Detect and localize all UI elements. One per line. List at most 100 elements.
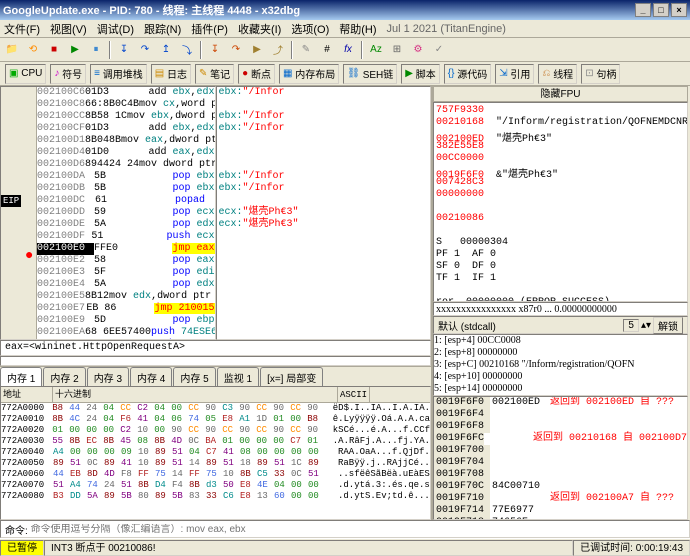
stack-row[interactable]: 0019F700 bbox=[434, 445, 687, 457]
unlock-button[interactable]: 解锁 bbox=[653, 317, 683, 334]
esp-row[interactable]: 4: [esp+10] 00000000 bbox=[434, 371, 687, 383]
menu-options[interactable]: 选项(O) bbox=[291, 21, 329, 37]
stack-row[interactable]: 0019F704 bbox=[434, 457, 687, 469]
comment-icon[interactable]: # bbox=[317, 40, 337, 60]
menu-file[interactable]: 文件(F) bbox=[4, 21, 40, 37]
register-row[interactable]: 0019F6F0 &"煁壳Ph€3" bbox=[436, 165, 685, 177]
esp-row[interactable]: 3: [esp+C] 00210168 "/Inform/registratio… bbox=[434, 359, 687, 371]
stack-spin[interactable]: 5 bbox=[623, 319, 639, 332]
command-input[interactable] bbox=[31, 524, 685, 535]
disasm-row[interactable]: 002100DD59pop ecx bbox=[37, 207, 215, 219]
menu-help[interactable]: 帮助(H) bbox=[339, 21, 376, 37]
step-out-icon[interactable]: ↥ bbox=[156, 40, 176, 60]
esp-row[interactable]: 1: [esp+4] 00CC0008 bbox=[434, 335, 687, 347]
disasm-row[interactable]: 002100CC8B58 1Cmov ebx,dword ptr ds:[eax… bbox=[37, 111, 215, 123]
dump-row[interactable]: 772A0080B3DD5A895B80895B8333C6E813600000… bbox=[1, 491, 430, 502]
register-row[interactable]: 002100ED "煁壳Ph€3" bbox=[436, 129, 685, 141]
menu-favorites[interactable]: 收藏夹(I) bbox=[238, 21, 281, 37]
esp-row[interactable]: 2: [esp+8] 00000000 bbox=[434, 347, 687, 359]
esp-row[interactable]: 5: [esp+14] 00000000 bbox=[434, 383, 687, 395]
memory-tab[interactable]: 监视 1 bbox=[217, 367, 259, 386]
stack-row[interactable]: 0019F6F8 bbox=[434, 421, 687, 433]
disasm-row[interactable]: 002100E58B12mov edx,dword ptr ds:[edx] bbox=[37, 291, 215, 303]
disasm-row[interactable]: 002100E45Apop edx bbox=[37, 279, 215, 291]
disasm-row[interactable]: 002100DB5Bpop ebx bbox=[37, 183, 215, 195]
tab-handles[interactable]: ⊡ 句柄 bbox=[581, 64, 620, 84]
register-row[interactable]: 00000000 bbox=[436, 189, 685, 201]
registers-panel[interactable]: 757F9330 00210168 "/Inform/registration/… bbox=[433, 102, 688, 302]
maximize-button[interactable]: □ bbox=[653, 3, 669, 17]
memory-tab[interactable]: [x=] 局部变 bbox=[260, 367, 323, 386]
tab-seh[interactable]: ⛓ SEH链 bbox=[343, 64, 397, 84]
disasm-row[interactable]: 002100C866:8B0C4Bmov cx,word ptr ds:[ebx… bbox=[37, 99, 215, 111]
stop-icon[interactable]: ■ bbox=[44, 40, 64, 60]
register-row[interactable]: SF 0 DF 0 bbox=[436, 261, 685, 273]
stack-row[interactable]: 0019F708 bbox=[434, 469, 687, 481]
fpu-toggle[interactable]: 隐藏FPU bbox=[433, 86, 688, 102]
register-row[interactable]: TF 1 IF 1 bbox=[436, 273, 685, 285]
stack-row[interactable]: 0019F70C84C00710 bbox=[434, 481, 687, 493]
disasm-row[interactable]: 002100E258pop eax bbox=[37, 255, 215, 267]
step-into-icon[interactable]: ↧ bbox=[114, 40, 134, 60]
disasm-row[interactable]: 002100DC61popad bbox=[37, 195, 215, 207]
register-row[interactable] bbox=[436, 225, 685, 237]
register-row[interactable]: 757F9330 bbox=[436, 105, 685, 117]
disasm-row[interactable]: 002100D6894424 24mov dword ptr ss:[esp+2… bbox=[37, 159, 215, 171]
memory-tab[interactable]: 内存 2 bbox=[43, 367, 85, 386]
tab-breakpoints[interactable]: ● 断点 bbox=[238, 64, 275, 84]
dump-row[interactable]: 772A005089510C89411089511489511889511C89… bbox=[1, 458, 430, 469]
register-row[interactable]: 00210168 "/Inform/registration/QOFNEMDCN… bbox=[436, 117, 685, 129]
memory-dump[interactable]: 地址 十六进制 ASCII 772A0000B8442404CCC20400CC… bbox=[0, 386, 431, 520]
test-icon[interactable]: ✓ bbox=[429, 40, 449, 60]
calc-icon[interactable]: Az bbox=[366, 40, 386, 60]
step-icon[interactable]: ⤵ bbox=[177, 40, 197, 60]
stack-row[interactable]: 0019F6F4 bbox=[434, 409, 687, 421]
step-over-icon[interactable]: ↷ bbox=[135, 40, 155, 60]
tab-cpu[interactable]: ▣ CPU bbox=[5, 64, 46, 84]
close-button[interactable]: × bbox=[671, 3, 687, 17]
menu-debug[interactable]: 调试(D) bbox=[97, 21, 134, 37]
disasm-row[interactable]: 002100DF51push ecx bbox=[37, 231, 215, 243]
trace-over-icon[interactable]: ↷ bbox=[226, 40, 246, 60]
reference-column[interactable]: ebx:"/Inforebx:"/Inforebx:"/Inforebx:"/I… bbox=[216, 86, 432, 340]
memory-tab[interactable]: 内存 4 bbox=[130, 367, 172, 386]
restart-icon[interactable]: ⟲ bbox=[23, 40, 43, 60]
register-row[interactable]: PF 1 AF 0 bbox=[436, 249, 685, 261]
register-row[interactable]: S 00000304 bbox=[436, 237, 685, 249]
disasm-row[interactable]: 002100E95Dpop ebp bbox=[37, 315, 215, 327]
disasm-row[interactable]: 002100E35Fpop edi bbox=[37, 267, 215, 279]
open-icon[interactable]: 📁 bbox=[2, 40, 22, 60]
patch-icon[interactable]: ✎ bbox=[296, 40, 316, 60]
disasm-row[interactable]: 002100EA68 6EE57400push 74ESE6E bbox=[37, 327, 215, 339]
disasm-row[interactable]: 002100D18B048Bmov eax,dword ptr ds:[ebx+… bbox=[37, 135, 215, 147]
tab-script[interactable]: ▶ 脚本 bbox=[401, 64, 439, 84]
tab-references[interactable]: ⇲ 引用 bbox=[495, 64, 534, 84]
stack-row[interactable]: 0019F71874656E bbox=[434, 517, 687, 520]
settings-icon[interactable]: ⚙ bbox=[408, 40, 428, 60]
label-icon[interactable]: fx bbox=[338, 40, 358, 60]
graph-icon[interactable]: ⊞ bbox=[387, 40, 407, 60]
memory-tab[interactable]: 内存 3 bbox=[87, 367, 129, 386]
tab-threads[interactable]: ⎌ 线程 bbox=[538, 64, 577, 84]
register-row[interactable]: 007428C3 bbox=[436, 177, 685, 189]
tab-memory[interactable]: ▦ 内存布局 bbox=[279, 64, 339, 84]
stack-row[interactable]: 0019F71477E6977 bbox=[434, 505, 687, 517]
disasm-row[interactable]: 002100DE5Apop edx bbox=[37, 219, 215, 231]
disasm-row[interactable]: 002100DA5Bpop ebx bbox=[37, 171, 215, 183]
menu-trace[interactable]: 跟踪(N) bbox=[144, 21, 181, 37]
stack-row[interactable]: 0019F6FC返回到 00210168 自 002100D7 bbox=[434, 433, 687, 445]
register-row[interactable]: 00210086 bbox=[436, 213, 685, 225]
run-icon[interactable]: ▶ bbox=[65, 40, 85, 60]
calling-convention[interactable]: 默认 (stdcall) bbox=[438, 318, 496, 333]
dump-row[interactable]: 772A006044EB8D4DF8FF7514FF75108BC5330C51… bbox=[1, 469, 430, 480]
tab-log[interactable]: ▤ 日志 bbox=[151, 64, 191, 84]
disasm-row[interactable]: 002100C601D3add ebx,edx bbox=[37, 87, 215, 99]
memory-tab[interactable]: 内存 1 bbox=[0, 367, 42, 386]
disassembly-panel[interactable]: EIP ● 002100C601D3add ebx,edx002100C866:… bbox=[0, 86, 216, 340]
disasm-row[interactable]: 002100CF01D3add ebx,edx bbox=[37, 123, 215, 135]
dump-row[interactable]: 772A00108B4C2404F64104067405E8A11D0100B8… bbox=[1, 414, 430, 425]
dump-row[interactable]: 772A0040A40000000910895104C7410800000000… bbox=[1, 447, 430, 458]
dump-row[interactable]: 772A0000B8442404CCC20400CC90C390CC90CC90… bbox=[1, 403, 430, 414]
disasm-row[interactable]: 002100D401D0add eax,edx bbox=[37, 147, 215, 159]
menu-view[interactable]: 视图(V) bbox=[50, 21, 87, 37]
